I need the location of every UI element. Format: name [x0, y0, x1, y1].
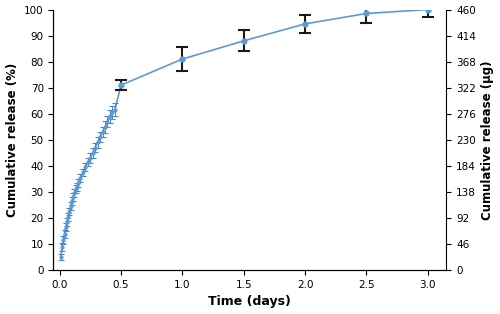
Y-axis label: Cumulative release (μg): Cumulative release (μg) [482, 60, 494, 219]
Y-axis label: Cumulative release (%): Cumulative release (%) [6, 63, 18, 217]
X-axis label: Time (days): Time (days) [208, 295, 292, 308]
